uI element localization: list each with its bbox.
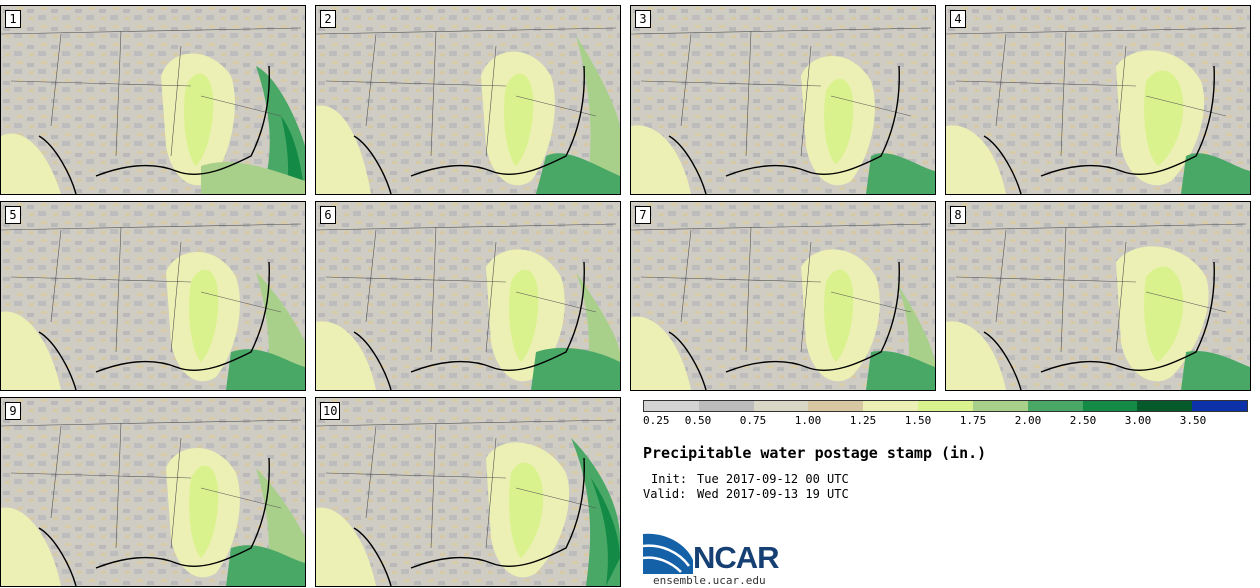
precipitable-water-map <box>316 398 620 586</box>
colorbar-tick-label: 1.00 <box>794 414 822 427</box>
colorbar-swatch <box>644 401 699 411</box>
precipitable-water-map <box>946 6 1250 194</box>
precipitable-water-map <box>316 202 620 390</box>
precipitable-water-map <box>1 398 305 586</box>
colorbar-swatch <box>1027 401 1083 411</box>
colorbar-swatch <box>753 401 809 411</box>
member-panel-2[interactable]: 2 <box>315 5 621 195</box>
colorbar-tick-label: 0.50 <box>684 414 712 427</box>
colorbar-tick-label: 3.00 <box>1124 414 1152 427</box>
colorbar-swatch <box>972 401 1028 411</box>
member-panel-8[interactable]: 8 <box>945 201 1251 391</box>
colorbar-swatch <box>1082 401 1138 411</box>
member-number-label: 7 <box>635 206 651 224</box>
ncar-logo-text: NCAR <box>693 540 780 575</box>
member-number-label: 4 <box>950 10 966 28</box>
member-number-label: 1 <box>5 10 21 28</box>
member-number-label: 9 <box>5 402 21 420</box>
member-number-label: 6 <box>320 206 336 224</box>
colorbar-swatch <box>808 401 864 411</box>
member-panel-7[interactable]: 7 <box>630 201 936 391</box>
member-number-label: 8 <box>950 206 966 224</box>
colorbar-tick-label: 1.25 <box>849 414 877 427</box>
init-label: Init: <box>651 472 688 486</box>
colorbar-swatch <box>863 401 919 411</box>
colorbar <box>643 400 1248 412</box>
valid-time: Wed 2017-09-13 19 UTC <box>697 487 849 501</box>
map-title: Precipitable water postage stamp (in.) <box>643 444 987 462</box>
colorbar-tick-label: 0.75 <box>739 414 767 427</box>
valid-label: Valid: <box>643 487 687 501</box>
colorbar-swatch <box>1137 401 1193 411</box>
precipitable-water-map <box>631 202 935 390</box>
colorbar-tick-label: 1.75 <box>959 414 987 427</box>
precipitable-water-map <box>1 6 305 194</box>
colorbar-swatch <box>698 401 754 411</box>
member-number-label: 10 <box>320 402 341 420</box>
member-number-label: 5 <box>5 206 21 224</box>
colorbar-tick-label: 2.50 <box>1069 414 1097 427</box>
member-number-label: 3 <box>635 10 651 28</box>
init-time: Tue 2017-09-12 00 UTC <box>697 472 849 486</box>
precipitable-water-map <box>946 202 1250 390</box>
member-panel-10[interactable]: 10 <box>315 397 621 587</box>
colorbar-tick-label: 0.25 <box>643 414 670 427</box>
precipitable-water-map <box>631 6 935 194</box>
ncar-logo-icon <box>643 533 693 574</box>
member-number-label: 2 <box>320 10 336 28</box>
site-url: ensemble.ucar.edu <box>653 574 766 587</box>
precipitable-water-map <box>1 202 305 390</box>
member-panel-5[interactable]: 5 <box>0 201 306 391</box>
precipitable-water-map <box>316 6 620 194</box>
colorbar-swatch <box>918 401 973 411</box>
member-panel-4[interactable]: 4 <box>945 5 1251 195</box>
member-panel-1[interactable]: 1 <box>0 5 306 195</box>
member-panel-6[interactable]: 6 <box>315 201 621 391</box>
colorbar-tick-label: 3.50 <box>1179 414 1207 427</box>
colorbar-tick-label: 1.50 <box>904 414 932 427</box>
colorbar-tick-label: 2.00 <box>1014 414 1042 427</box>
colorbar-swatch <box>1192 401 1247 411</box>
member-panel-9[interactable]: 9 <box>0 397 306 587</box>
member-panel-3[interactable]: 3 <box>630 5 936 195</box>
